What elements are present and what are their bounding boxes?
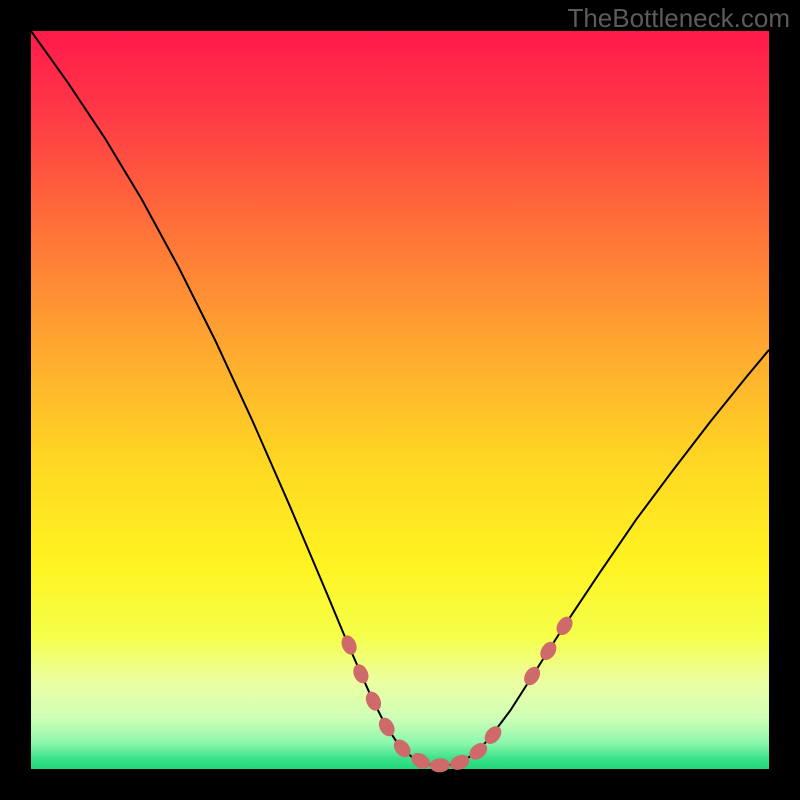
curve-marker [350,662,371,686]
marker-group [339,614,576,773]
curve-marker [376,715,398,739]
curve-marker [466,740,490,763]
curve-layer [31,31,769,769]
curve-marker [521,664,544,688]
bottleneck-curve [31,31,769,766]
curve-marker [553,614,576,638]
curve-marker [430,758,451,773]
curve-marker [537,639,560,663]
curve-marker [408,750,432,772]
curve-marker [448,752,472,772]
chart-frame: TheBottleneck.com [0,0,800,800]
curve-marker [363,689,384,713]
plot-area [31,31,769,769]
watermark-text: TheBottleneck.com [567,3,790,34]
curve-marker [339,633,360,657]
